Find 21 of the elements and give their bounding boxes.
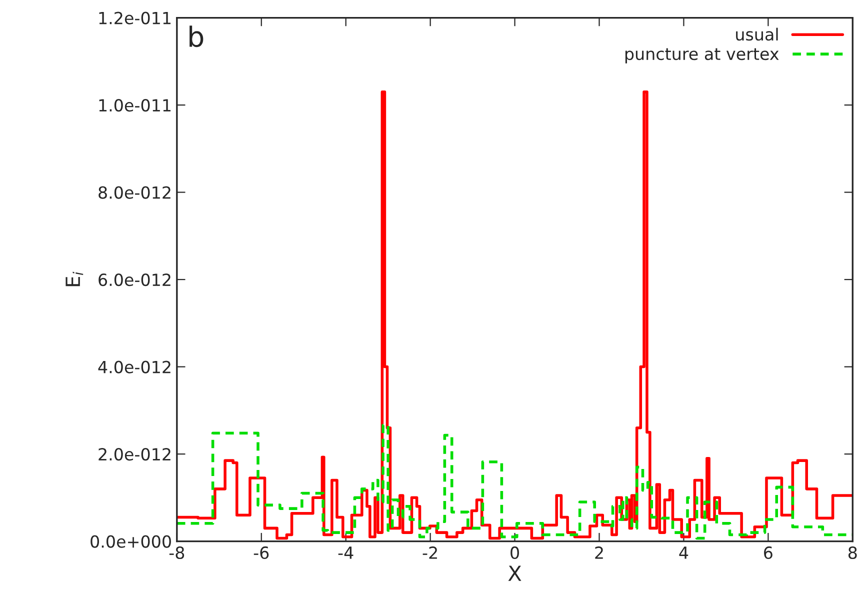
x-tick-label: -4: [338, 546, 354, 559]
y-tick-label: 6.0e-012: [98, 273, 170, 286]
annotation: b: [190, 26, 204, 48]
x-tick-label: 4: [679, 546, 688, 559]
y-axis-title: E$_{i}$: [66, 272, 84, 286]
x-tick-label: -6: [254, 546, 269, 560]
y-tick-label: 4.0e-012: [98, 360, 170, 374]
y-tick-label: 8.0e-012: [98, 186, 170, 199]
x-tick-label: -8: [169, 546, 184, 560]
x-tick-label: 2: [595, 546, 603, 559]
y-tick-label: 1.2e-011: [99, 12, 171, 24]
legend-label: puncture at vertex: [625, 48, 779, 64]
y-tick-label: 0.0e+000: [90, 535, 171, 548]
y-tick-label: 2.0e-012: [98, 448, 170, 461]
x-tick-label: 8: [848, 546, 857, 560]
legend-label: usual: [736, 28, 778, 41]
x-tick-label: 0: [510, 546, 519, 560]
x-tick-label: -2: [422, 546, 437, 559]
x-tick-label: 6: [764, 546, 772, 560]
y-tick-label: 1.0e-011: [99, 98, 171, 112]
x-axis-title: X: [508, 566, 522, 581]
